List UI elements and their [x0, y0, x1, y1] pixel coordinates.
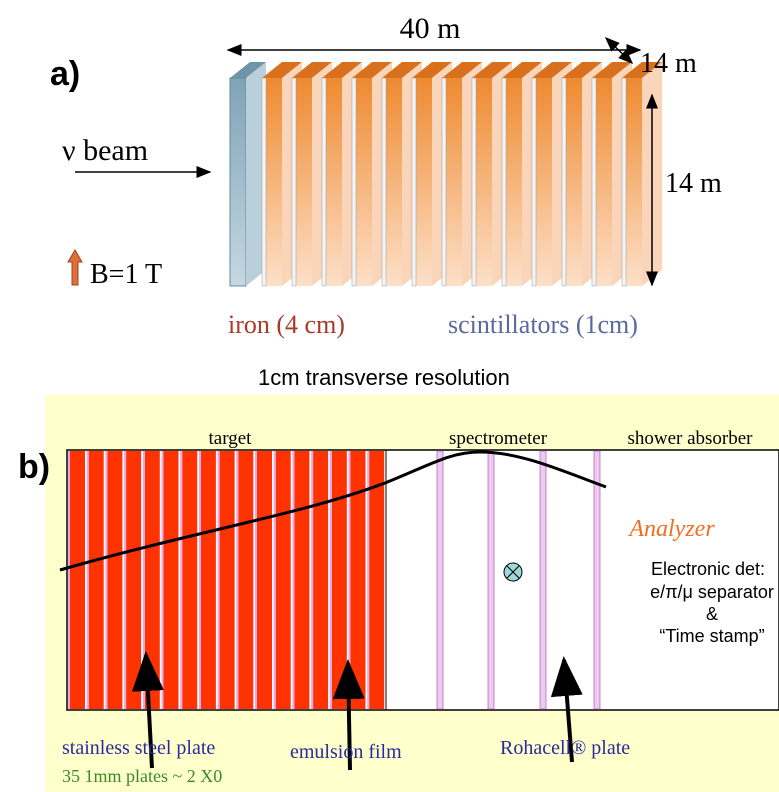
height-label: 14 m [665, 168, 722, 199]
iron-slab [566, 78, 582, 286]
scintillator-label: scintillators (1cm) [448, 310, 638, 339]
iron-label: iron (4 cm) [228, 310, 345, 339]
section-label: spectrometer [449, 428, 548, 449]
scintillator [532, 78, 536, 286]
analyzer-line: & [706, 604, 718, 624]
rohacell-label: Rohacell® plate [500, 737, 630, 759]
scintillator [472, 78, 476, 286]
scintillator [442, 78, 446, 286]
emulsion-label: emulsion film [290, 741, 402, 763]
analyzer-label: Analyzer [627, 516, 715, 542]
iron-slab [596, 78, 612, 286]
figure: a) 40 m 14 m 14 m ν beam B=1 T iron (4 c… [0, 0, 779, 792]
steel-plate [201, 451, 216, 709]
emulsion-film [68, 451, 70, 709]
page: {"panel_a": {"label": "a)", "width_label… [0, 0, 779, 792]
emulsion-film [274, 451, 276, 709]
front-plate [230, 78, 246, 286]
iron-slab [506, 78, 522, 286]
scintillator [562, 78, 566, 286]
beam-label: ν beam [62, 134, 148, 167]
iron-slab [476, 78, 492, 286]
emulsion-film [124, 451, 126, 709]
iron-slab [386, 78, 402, 286]
field-arrow [68, 250, 82, 285]
section-label: shower absorber [627, 428, 753, 449]
detector-slabs [230, 62, 662, 286]
iron-slab [296, 78, 312, 286]
emulsion-film [292, 451, 294, 709]
panel-label: a) [50, 55, 80, 93]
resolution-label: 1cm transverse resolution [258, 365, 510, 390]
emulsion-film [180, 451, 182, 709]
steel-plate [276, 451, 291, 709]
emulsion-film [311, 451, 313, 709]
scintillator [352, 78, 356, 286]
steel-plate [182, 451, 197, 709]
steel-plate [332, 451, 347, 709]
iron-slab [626, 78, 642, 286]
steel-plate [164, 451, 179, 709]
plates-note: 35 1mm plates ~ 2 X0 [62, 766, 222, 786]
scintillator [382, 78, 386, 286]
analyzer-line: Electronic det: [651, 559, 765, 579]
section-label: target [209, 428, 253, 449]
iron-slab [446, 78, 462, 286]
rohacell-plate [540, 451, 546, 709]
scintillator [412, 78, 416, 286]
steel-plate [313, 451, 328, 709]
scintillator [292, 78, 296, 286]
iron-slab [416, 78, 432, 286]
iron-slab [536, 78, 552, 286]
scintillator [622, 78, 626, 286]
steel-plate [369, 451, 384, 709]
iron-slab [326, 78, 342, 286]
scintillator [262, 78, 266, 286]
emulsion-film [330, 451, 332, 709]
emulsion-film [143, 451, 145, 709]
field-label: B=1 T [90, 259, 162, 290]
steel-plate [70, 451, 85, 709]
iron-slab [266, 78, 282, 286]
scintillator [592, 78, 596, 286]
rohacell-plate [594, 451, 600, 709]
analyzer-line: e/π/μ separator [650, 582, 774, 602]
emulsion-film [218, 451, 220, 709]
rohacell-plate [488, 451, 494, 709]
steel-plate [294, 451, 309, 709]
steel-plate [107, 451, 122, 709]
scintillator [322, 78, 326, 286]
scintillator [502, 78, 506, 286]
emulsion-film [236, 451, 238, 709]
emulsion-film [87, 451, 89, 709]
steel-plate [89, 451, 104, 709]
steel-label: stainless steel plate [62, 737, 215, 759]
steel-plate [220, 451, 235, 709]
width-label: 40 m [400, 12, 461, 45]
iron-slab [356, 78, 372, 286]
steel-plate [257, 451, 272, 709]
steel-plate [238, 451, 253, 709]
emulsion-film [105, 451, 107, 709]
analyzer-line: “Time stamp” [659, 626, 764, 646]
depth-label: 14 m [640, 48, 697, 79]
steel-plate [126, 451, 141, 709]
emulsion-film [255, 451, 257, 709]
rohacell-plate [437, 451, 443, 709]
emulsion-film [199, 451, 201, 709]
panel-label: b) [18, 448, 50, 486]
emulsion-film [162, 451, 164, 709]
